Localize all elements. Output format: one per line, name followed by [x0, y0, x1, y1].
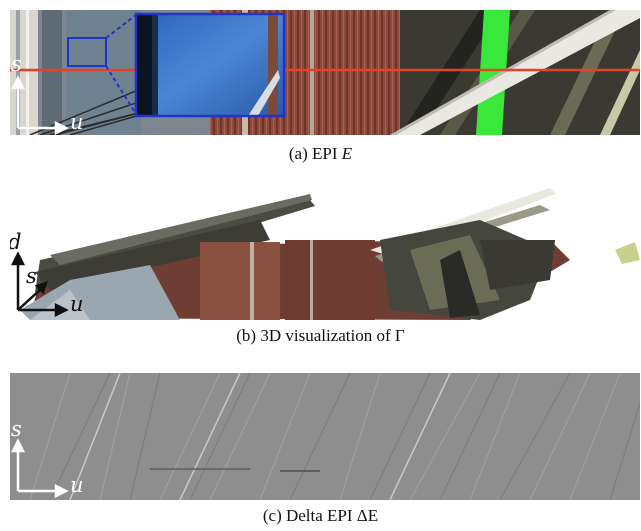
- caption-b: (b) 3D visualization of Γ: [0, 326, 641, 346]
- 3d-visualization-panel: d s u: [10, 180, 640, 320]
- caption-b-text: (b) 3D visualization of: [236, 326, 391, 345]
- axis-label-u-3d: u: [70, 292, 84, 316]
- caption-c: (c) Delta EPI ΔE: [0, 506, 641, 526]
- caption-b-symbol: Γ: [394, 326, 405, 345]
- caption-c-text: (c) Delta EPI: [262, 506, 353, 525]
- epi-image: [10, 10, 640, 135]
- zoom-region-marker: [67, 37, 107, 67]
- delta-axis-arrows: [10, 438, 69, 499]
- highlight-band: [476, 10, 510, 135]
- axis-label-s-delta: s: [11, 417, 22, 441]
- 3d-visualization-image: [10, 188, 640, 320]
- zoom-inset: [134, 12, 286, 118]
- axis-label-s-3d: s: [26, 264, 37, 288]
- epi-panel: s u: [10, 10, 640, 135]
- axis-label-u: u: [70, 110, 84, 134]
- axis-label-s: s: [11, 52, 22, 76]
- caption-a-symbol: E: [341, 144, 353, 163]
- delta-epi-panel: s u: [10, 373, 640, 500]
- caption-a: (a) EPI E: [0, 144, 641, 164]
- 3d-axis-arrows: [10, 251, 69, 318]
- axis-label-d: d: [10, 230, 21, 254]
- caption-c-symbol: ΔE: [356, 506, 379, 525]
- delta-epi-image: [10, 373, 640, 500]
- axis-label-u-delta: u: [70, 473, 84, 497]
- caption-a-text: (a) EPI: [288, 144, 338, 163]
- axis-arrows: [10, 75, 69, 135]
